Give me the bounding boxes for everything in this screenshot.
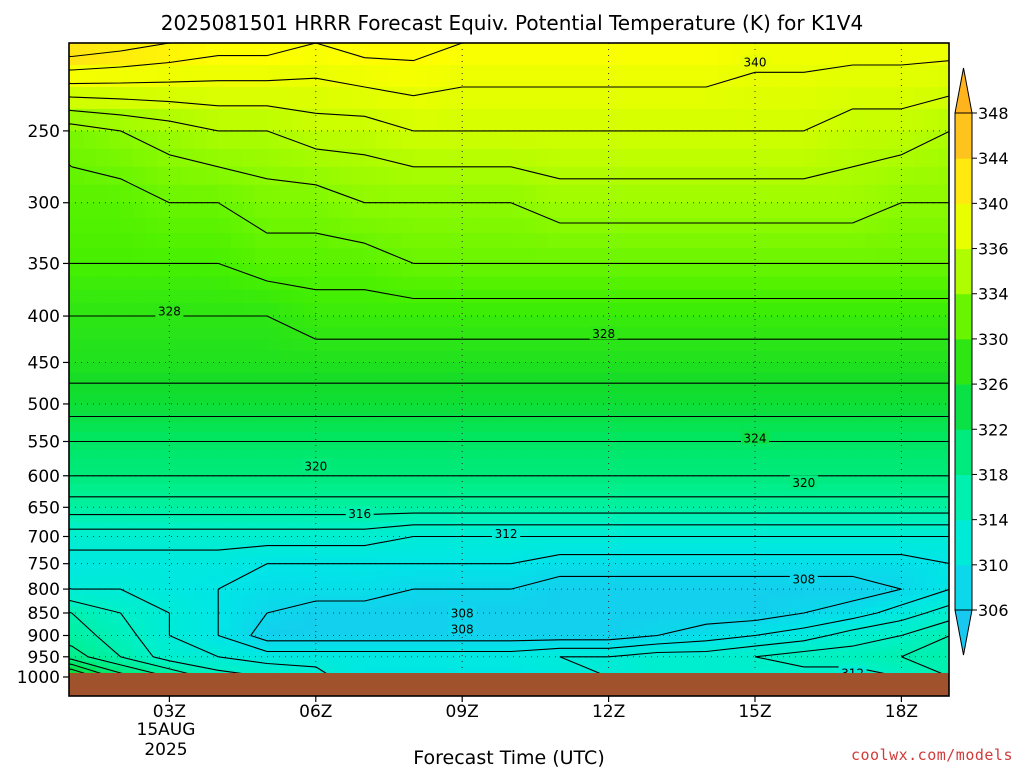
svg-text:328: 328 (592, 327, 615, 341)
date-label-day: 15AUG (137, 720, 196, 740)
colorbar-tick-label: 348 (978, 104, 1009, 123)
y-tick-label: 700 (28, 527, 60, 547)
ground-surface (69, 673, 949, 696)
plot-frame (68, 42, 950, 697)
colorbar-segment (955, 293, 972, 340)
colorbar-segment (955, 203, 972, 250)
colorbar-frame (954, 112, 973, 611)
credit-label: coolwx.com/models (851, 746, 1013, 764)
colorbar-segment (955, 519, 972, 566)
colorbar-segment (955, 158, 972, 204)
contour-342 (69, 43, 707, 71)
svg-text:340: 340 (744, 56, 767, 70)
x-tick-label: 06Z (299, 702, 332, 722)
contour-320 (69, 475, 949, 678)
contour-344 (69, 43, 170, 58)
colorbar-tick-label: 344 (978, 149, 1009, 168)
contour-labels: 340328328324320320316312308308308312 (155, 55, 867, 681)
x-tick-label: 12Z (592, 702, 625, 722)
svg-text:308: 308 (451, 622, 474, 636)
contour-330 (69, 262, 949, 300)
contour-label-308: 308 (448, 621, 477, 636)
contour-324 (69, 415, 949, 678)
x-tick-label: 09Z (446, 702, 479, 722)
colorbar-segment (955, 429, 972, 475)
contour-label-320: 320 (301, 458, 330, 473)
contour-338 (69, 95, 949, 132)
y-tick-label: 500 (28, 395, 60, 415)
colorbar-segment (955, 248, 972, 295)
svg-text:312: 312 (495, 527, 518, 541)
contour-label-312: 312 (492, 526, 521, 541)
colorbar-tick-label: 310 (978, 556, 1009, 575)
contour-322 (69, 440, 949, 678)
colorbar-segment (955, 338, 972, 385)
y-tick-label: 850 (28, 604, 60, 624)
y-tick-label: 800 (28, 580, 60, 600)
colorbar-segment (955, 564, 972, 611)
pressure-axis: 2503003504004505005506006507007508008509… (17, 122, 69, 688)
contour-334 (69, 123, 949, 224)
contour-label-328: 328 (155, 304, 184, 319)
y-tick-label: 300 (28, 194, 60, 214)
svg-text:320: 320 (304, 459, 327, 473)
contour-316 (69, 512, 949, 678)
colorbar-tick-label: 340 (978, 194, 1009, 213)
y-tick-label: 950 (28, 648, 60, 668)
contour-label-316: 316 (345, 506, 374, 521)
colorbar-tick-label: 314 (978, 511, 1009, 530)
svg-text:308: 308 (451, 607, 474, 621)
colorbar-tick-label: 326 (978, 375, 1009, 394)
colorbar-segment (955, 384, 972, 430)
contour-label-324: 324 (741, 430, 769, 445)
colorbar-tick-label: 318 (978, 465, 1009, 484)
x-tick-label: 18Z (885, 702, 918, 722)
contour-332 (69, 164, 949, 264)
svg-text:308: 308 (792, 573, 815, 587)
contour-336 (69, 109, 949, 180)
contour-340 (69, 60, 949, 97)
contour-308 (250, 575, 902, 642)
contour-310 (217, 554, 949, 653)
y-tick-label: 550 (28, 432, 60, 452)
svg-text:324: 324 (744, 431, 767, 445)
contour-326 (69, 382, 949, 678)
chart-title: 2025081501 HRRR Forecast Equiv. Potentia… (161, 11, 863, 35)
y-tick-label: 750 (28, 555, 60, 575)
colorbar-tick-label: 336 (978, 240, 1009, 259)
x-tick-label: 15Z (738, 702, 771, 722)
svg-text:316: 316 (348, 507, 371, 521)
contour-328 (69, 315, 949, 340)
y-tick-label: 650 (28, 498, 60, 518)
svg-text:328: 328 (158, 305, 181, 319)
contour-label-308: 308 (789, 572, 818, 587)
contour-318 (69, 496, 949, 678)
y-tick-label: 450 (28, 353, 60, 373)
colorbar-tick-label: 322 (978, 420, 1009, 439)
contour-label-320: 320 (789, 475, 818, 490)
date-label-year: 2025 (144, 740, 187, 760)
contour-label-308: 308 (448, 606, 477, 621)
y-tick-label: 900 (28, 626, 60, 646)
contour-label-328: 328 (589, 326, 618, 341)
time-axis: 03Z 06Z 09Z 12Z 15Z 18Z (153, 696, 918, 722)
colorbar: 306 310 314 318 322 326 330 334 336 340 344 348 (954, 67, 1009, 656)
contour-label-340: 340 (741, 55, 769, 70)
colorbar-segment (955, 113, 972, 159)
colorbar-tick-label: 330 (978, 330, 1009, 349)
contour-312 (69, 535, 949, 678)
x-tick-label: 03Z (153, 702, 186, 722)
svg-text:320: 320 (792, 476, 815, 490)
y-tick-label: 400 (28, 307, 60, 327)
colorbar-segment (955, 474, 972, 521)
y-tick-label: 350 (28, 254, 60, 274)
y-tick-label: 250 (28, 122, 60, 142)
x-axis-label: Forecast Time (UTC) (413, 747, 604, 768)
y-tick-label: 1000 (17, 668, 60, 688)
colorbar-tick-label: 306 (978, 601, 1009, 620)
y-tick-label: 600 (28, 467, 60, 487)
colorbar-tick-label: 334 (978, 285, 1009, 304)
